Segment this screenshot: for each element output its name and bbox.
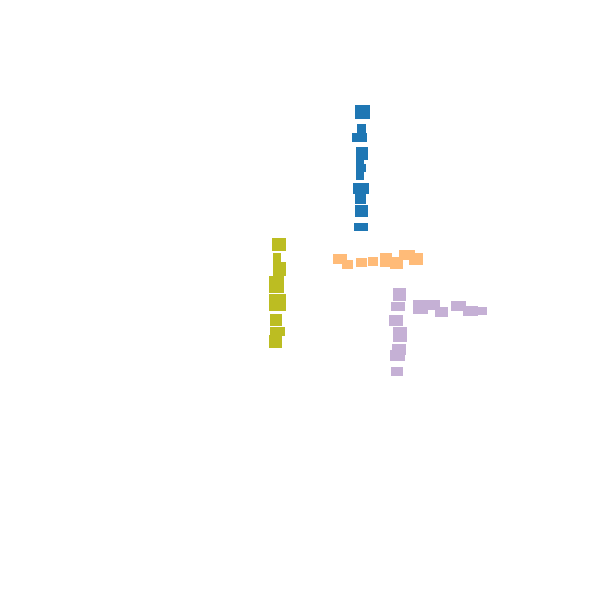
- point-olive-3: [273, 262, 286, 276]
- point-lavender-3: [413, 300, 428, 314]
- point-orange-2: [342, 260, 353, 269]
- point-blue-10: [355, 205, 368, 217]
- point-olive-5: [269, 294, 286, 311]
- point-lavender-10: [393, 327, 407, 342]
- point-olive-4: [269, 276, 284, 293]
- point-lavender-12: [390, 350, 405, 361]
- point-blue-11: [354, 223, 368, 231]
- point-orange-8: [409, 253, 423, 265]
- point-olive-7: [270, 327, 285, 336]
- point-blue-5: [356, 158, 364, 165]
- point-olive-6: [270, 314, 282, 326]
- point-olive-1: [272, 238, 286, 251]
- point-blue-8: [353, 183, 369, 194]
- point-orange-4: [368, 257, 378, 266]
- point-lavender-1: [393, 288, 406, 301]
- point-lavender-5: [435, 307, 448, 317]
- point-lavender-2: [391, 302, 405, 311]
- point-blue-3: [352, 133, 367, 142]
- point-lavender-8: [475, 307, 487, 315]
- point-orange-3: [356, 258, 367, 267]
- point-blue-6: [356, 164, 366, 172]
- point-blue-1: [355, 105, 370, 119]
- point-lavender-9: [389, 315, 403, 326]
- point-blue-7: [356, 171, 364, 180]
- point-blue-9: [355, 193, 366, 204]
- point-olive-8: [269, 335, 282, 348]
- point-blue-2: [357, 124, 366, 133]
- point-lavender-13: [391, 367, 403, 376]
- point-olive-2: [273, 253, 281, 262]
